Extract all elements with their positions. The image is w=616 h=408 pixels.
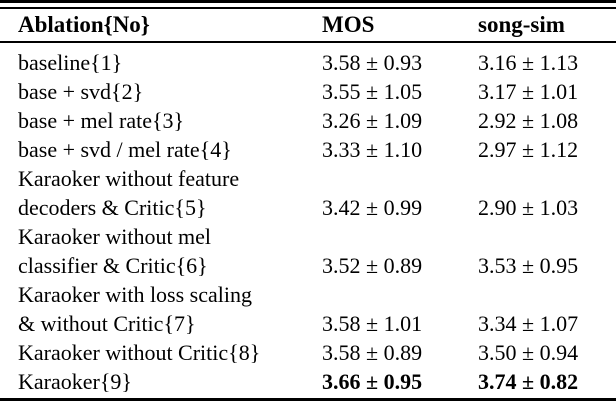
mos-value: 3.66 ± 0.95 <box>322 369 423 394</box>
table-row: Karaoker without feature decoders & Crit… <box>0 164 616 222</box>
song-sim-value: 3.53 ± 0.95 <box>478 253 579 278</box>
song-sim-value: 3.50 ± 0.94 <box>478 340 579 365</box>
mos-value: 3.42 ± 0.99 <box>322 195 423 220</box>
table-row: base + svd{2} 3.55 ± 1.05 3.17 ± 1.01 <box>0 77 616 106</box>
ablation-label: base + svd{2} <box>18 79 144 104</box>
ablation-label: Karaoker without feature decoders & Crit… <box>18 166 240 220</box>
song-sim-value: 3.74 ± 0.82 <box>478 369 579 394</box>
mos-value: 3.55 ± 1.05 <box>322 79 423 104</box>
table-row: Karaoker without mel classifier & Critic… <box>0 222 616 280</box>
mos-value: 3.33 ± 1.10 <box>322 137 423 162</box>
ablation-label: base + mel rate{3} <box>18 108 185 133</box>
bottom-rule <box>0 398 616 401</box>
ablation-label: baseline{1} <box>18 50 123 75</box>
song-sim-value: 3.34 ± 1.07 <box>478 311 579 336</box>
column-header-song-sim: song-sim <box>478 12 565 37</box>
table-row: Karaoker{9} 3.66 ± 0.95 3.74 ± 0.82 <box>0 367 616 396</box>
column-header-mos: MOS <box>322 12 375 37</box>
mos-value: 3.58 ± 0.93 <box>322 50 423 75</box>
song-sim-value: 3.16 ± 1.13 <box>478 50 579 75</box>
column-header-ablation: Ablation{No} <box>18 12 150 37</box>
table-header-row: Ablation{No} MOS song-sim <box>0 9 616 41</box>
mos-value: 3.26 ± 1.09 <box>322 108 423 133</box>
song-sim-value: 2.92 ± 1.08 <box>478 108 579 133</box>
header-divider-rule <box>0 41 616 43</box>
top-rule-gap <box>0 3 616 7</box>
mos-value: 3.58 ± 1.01 <box>322 311 423 336</box>
song-sim-value: 2.90 ± 1.03 <box>478 195 579 220</box>
song-sim-value: 2.97 ± 1.12 <box>478 137 579 162</box>
mos-value: 3.58 ± 0.89 <box>322 340 423 365</box>
table-row: base + svd / mel rate{4} 3.33 ± 1.10 2.9… <box>0 135 616 164</box>
ablation-label: Karaoker without mel classifier & Critic… <box>18 224 212 278</box>
mos-value: 3.52 ± 0.89 <box>322 253 423 278</box>
table-row: baseline{1} 3.58 ± 0.93 3.16 ± 1.13 <box>0 48 616 77</box>
ablation-label: base + svd / mel rate{4} <box>18 137 232 162</box>
song-sim-value: 3.17 ± 1.01 <box>478 79 579 104</box>
table-body: baseline{1} 3.58 ± 0.93 3.16 ± 1.13 base… <box>0 43 616 398</box>
top-rule-thick <box>0 0 616 3</box>
table-row: Karaoker with loss scaling & without Cri… <box>0 280 616 338</box>
top-rule-thin <box>0 7 616 9</box>
table-row: base + mel rate{3} 3.26 ± 1.09 2.92 ± 1.… <box>0 106 616 135</box>
ablation-label: Karaoker without Critic{8} <box>18 340 261 365</box>
ablation-label: Karaoker{9} <box>18 369 132 394</box>
ablation-label: Karaoker with loss scaling & without Cri… <box>18 282 252 336</box>
table-row: Karaoker without Critic{8} 3.58 ± 0.89 3… <box>0 338 616 367</box>
